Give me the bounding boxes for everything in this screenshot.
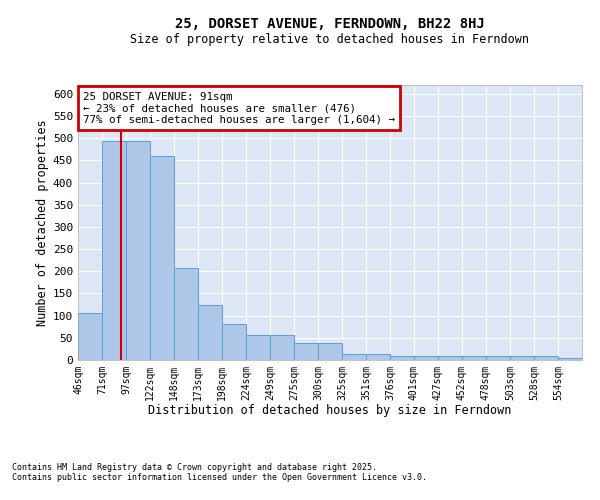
- Bar: [318, 343, 342, 360]
- Bar: [102, 142, 126, 360]
- Text: Contains HM Land Registry data © Crown copyright and database right 2025.: Contains HM Land Registry data © Crown c…: [12, 464, 377, 472]
- Bar: [414, 356, 438, 360]
- Bar: [126, 142, 150, 360]
- Bar: [342, 354, 366, 360]
- Bar: [534, 356, 558, 360]
- Text: Size of property relative to detached houses in Ferndown: Size of property relative to detached ho…: [131, 32, 530, 46]
- Bar: [246, 334, 270, 360]
- Bar: [366, 354, 390, 360]
- Bar: [486, 356, 510, 360]
- Text: 25, DORSET AVENUE, FERNDOWN, BH22 8HJ: 25, DORSET AVENUE, FERNDOWN, BH22 8HJ: [175, 18, 485, 32]
- Bar: [174, 268, 198, 360]
- Bar: [294, 343, 318, 360]
- X-axis label: Distribution of detached houses by size in Ferndown: Distribution of detached houses by size …: [148, 404, 512, 417]
- Y-axis label: Number of detached properties: Number of detached properties: [36, 119, 49, 326]
- Bar: [222, 324, 246, 360]
- Bar: [270, 334, 294, 360]
- Bar: [462, 356, 486, 360]
- Bar: [510, 356, 534, 360]
- Bar: [198, 306, 222, 360]
- Bar: [78, 312, 102, 360]
- Text: 25 DORSET AVENUE: 91sqm
← 23% of detached houses are smaller (476)
77% of semi-d: 25 DORSET AVENUE: 91sqm ← 23% of detache…: [83, 92, 395, 125]
- Bar: [558, 358, 582, 360]
- Text: Contains public sector information licensed under the Open Government Licence v3: Contains public sector information licen…: [12, 474, 427, 482]
- Bar: [150, 156, 174, 360]
- Bar: [438, 356, 462, 360]
- Bar: [390, 356, 414, 360]
